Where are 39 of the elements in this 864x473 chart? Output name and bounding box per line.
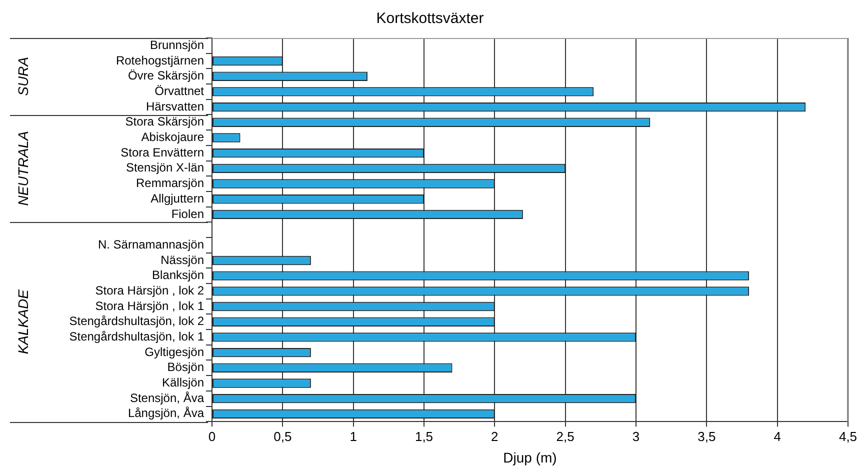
y-tick-label: Bösjön bbox=[167, 360, 204, 374]
y-tick-label: Stengårdshultasjön, lok 2 bbox=[69, 314, 204, 328]
x-axis-title: Djup (m) bbox=[503, 449, 557, 466]
y-tick-label: Stora Härsjön , lok 1 bbox=[95, 298, 204, 313]
y-tick-label: Örvattnet bbox=[154, 84, 205, 98]
y-tick-label: Allgjuttern bbox=[150, 191, 204, 206]
y-tick-label: Källsjön bbox=[162, 376, 204, 390]
x-tick-label: 1 bbox=[350, 428, 357, 444]
y-tick-label: Härsvatten bbox=[146, 99, 204, 114]
y-tick-label: Stora Envättern bbox=[120, 145, 204, 160]
x-tick-label: 3,5 bbox=[698, 428, 716, 444]
y-tick-label: Stora Härsjön , lok 2 bbox=[95, 283, 204, 298]
y-tick-label: Fiolen bbox=[171, 206, 204, 221]
text: SURA bbox=[14, 56, 31, 96]
y-tick-label: Nässjön bbox=[160, 252, 204, 267]
x-tick-label: 3 bbox=[632, 428, 640, 444]
y-tick-label: Remmarsjön bbox=[136, 176, 204, 190]
y-tick-label: Gyltigesjön bbox=[144, 344, 204, 359]
x-tick-label: 0 bbox=[208, 428, 216, 444]
chart-title: Kortskottsväxter bbox=[376, 10, 484, 28]
y-tick-label: Övre Skärsjön bbox=[128, 68, 204, 83]
y-tick-label: Stengårdshultasjön, lok 1 bbox=[69, 330, 204, 344]
x-tick-label: 4,5 bbox=[838, 428, 858, 444]
x-tick-label: 2,5 bbox=[556, 428, 574, 444]
y-tick-label: Stensjön X-län bbox=[126, 160, 204, 175]
y-tick-label: Långsjön, Åva bbox=[128, 406, 204, 420]
x-tick-label: 2 bbox=[491, 428, 498, 444]
y-tick-label: Brunnsjön bbox=[150, 38, 204, 52]
x-tick-label: 1,5 bbox=[414, 428, 434, 444]
text: KALKADE bbox=[14, 288, 31, 354]
y-tick-label: Abiskojaure bbox=[141, 130, 204, 144]
text: NEUTRALA bbox=[14, 131, 31, 206]
x-tick-label: 4 bbox=[774, 428, 781, 444]
y-tick-label: Stora Skärsjön bbox=[125, 114, 204, 129]
y-tick-label: N. Särnamannasjön bbox=[98, 237, 204, 252]
y-tick-label: Blanksjön bbox=[152, 268, 204, 282]
y-tick-label: Rotehogstjärnen bbox=[116, 53, 204, 68]
x-tick-label: 0,5 bbox=[274, 428, 292, 444]
y-tick-label: Stensjön, Åva bbox=[130, 390, 204, 405]
